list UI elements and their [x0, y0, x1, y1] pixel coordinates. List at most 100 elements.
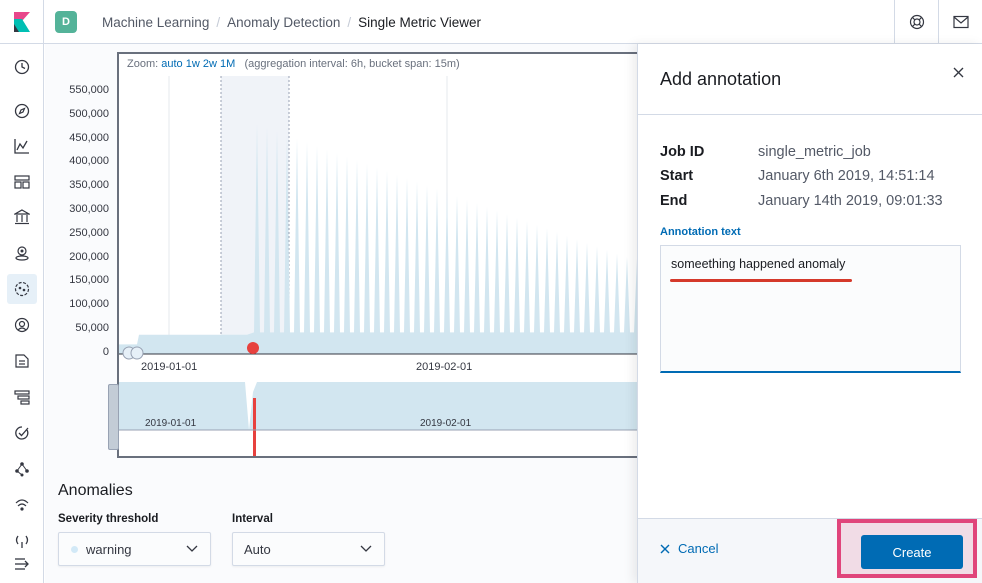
- y-tick-label: 150,000: [69, 274, 109, 287]
- y-tick-label: 400,000: [69, 155, 109, 168]
- zoom-label: Zoom:: [127, 58, 159, 70]
- nav-visualize[interactable]: [7, 131, 37, 161]
- kibana-logo-icon: [13, 11, 30, 32]
- close-icon: [953, 67, 963, 77]
- create-button-highlight: Create: [837, 519, 977, 578]
- focus-area-path: [119, 123, 637, 354]
- breadcrumb-single-metric-viewer: Single Metric Viewer: [358, 14, 481, 30]
- job-id-value: single_metric_job: [758, 144, 871, 160]
- zoom-1m[interactable]: 1M: [219, 58, 236, 70]
- nav-machine-learning[interactable]: [7, 274, 37, 304]
- x-tick-label: 2019-01-01: [141, 361, 197, 373]
- help-menu-button[interactable]: [894, 0, 938, 44]
- nav-dashboard[interactable]: [7, 167, 37, 197]
- kibana-logo[interactable]: [0, 0, 44, 44]
- chevron-down-icon: [186, 545, 198, 552]
- clock-icon: [14, 59, 30, 75]
- y-tick-label: 250,000: [69, 226, 109, 239]
- single-metric-viewer: 550,000 500,000 450,000 400,000 350,000 300,0…: [45, 44, 637, 583]
- nav-logs[interactable]: [7, 346, 37, 376]
- nav-collapse[interactable]: [7, 549, 37, 579]
- red-underline-highlight: [670, 279, 852, 282]
- add-annotation-flyout: Add annotation Job ID single_metric_job …: [637, 44, 982, 583]
- compass-icon: [14, 103, 30, 119]
- nav-graph[interactable]: [7, 454, 37, 484]
- breadcrumb-anomaly-detection[interactable]: Anomaly Detection: [227, 14, 341, 30]
- y-tick-label: 550,000: [69, 84, 109, 96]
- side-nav: [0, 44, 44, 583]
- context-area-path: [119, 382, 637, 430]
- zoom-2w[interactable]: 2w: [202, 58, 217, 70]
- interval-value: Auto: [244, 541, 271, 557]
- chevron-down-icon: [360, 545, 372, 552]
- end-key: End: [660, 193, 688, 209]
- cross-icon: [660, 544, 670, 553]
- severity-threshold-select[interactable]: warning: [58, 532, 211, 566]
- create-button[interactable]: Create: [861, 535, 963, 569]
- severity-value: warning: [86, 541, 132, 557]
- graph-icon: [15, 462, 29, 477]
- interval-label: Interval: [232, 513, 273, 525]
- y-tick-label: 100,000: [69, 298, 109, 311]
- context-brush-handle[interactable]: [108, 384, 119, 450]
- nav-dev-tools[interactable]: [7, 526, 37, 556]
- flyout-divider: [638, 114, 982, 115]
- severity-threshold-label: Severity threshold: [58, 513, 159, 525]
- mail-icon: [952, 15, 969, 29]
- visualize-icon: [14, 139, 29, 154]
- aggregation-info: (aggregation interval: 6h, bucket span: …: [244, 58, 460, 70]
- dev-tools-icon: [15, 535, 29, 548]
- space-selector[interactable]: D: [44, 0, 88, 44]
- apm-icon: [14, 390, 30, 405]
- start-value: January 6th 2019, 14:51:14: [758, 168, 935, 184]
- dashboard-icon: [14, 175, 30, 189]
- breadcrumb-machine-learning[interactable]: Machine Learning: [102, 14, 210, 30]
- nav-metrics[interactable]: [7, 310, 37, 340]
- logs-icon: [15, 354, 29, 368]
- chart-svg: 2019-01-01 2019-02-01 2019-01-01 2019-02…: [119, 76, 637, 456]
- start-key: Start: [660, 168, 694, 184]
- maps-icon: [15, 246, 29, 261]
- anomaly-marker[interactable]: [247, 342, 259, 354]
- help-icon: [909, 14, 924, 30]
- nav-discover[interactable]: [7, 96, 37, 126]
- interval-select[interactable]: Auto: [232, 532, 385, 566]
- uptime-icon: [15, 426, 29, 440]
- nav-uptime[interactable]: [7, 418, 37, 448]
- cancel-button[interactable]: Cancel: [660, 541, 718, 556]
- nav-recent[interactable]: [7, 52, 37, 82]
- canvas-icon: [14, 209, 30, 225]
- machine-learning-icon: [14, 281, 30, 297]
- newsfeed-button[interactable]: [938, 0, 982, 44]
- y-tick-label: 500,000: [69, 107, 109, 120]
- cancel-label: Cancel: [678, 541, 719, 556]
- nav-maps[interactable]: [7, 238, 37, 268]
- breadcrumb-separator: /: [347, 14, 352, 30]
- y-tick-label: 350,000: [69, 179, 109, 192]
- zoom-auto[interactable]: auto: [161, 58, 183, 70]
- y-tick-label: 50,000: [75, 322, 109, 334]
- zoom-1w[interactable]: 1w: [185, 58, 200, 70]
- breadcrumb: Machine Learning / Anomaly Detection / S…: [102, 0, 481, 44]
- context-x-tick: 2019-01-01: [145, 418, 197, 429]
- space-avatar: D: [55, 10, 77, 33]
- severity-dot: [71, 545, 78, 553]
- annotation-marker[interactable]: [130, 346, 144, 360]
- nav-apm[interactable]: [7, 382, 37, 412]
- anomalies-section-title: Anomalies: [58, 482, 133, 499]
- y-tick-label: 300,000: [69, 203, 109, 215]
- annotation-text-input[interactable]: [660, 245, 961, 373]
- collapse-menu-icon: [15, 558, 29, 570]
- breadcrumb-separator: /: [216, 14, 221, 30]
- end-value: January 14th 2019, 09:01:33: [758, 193, 943, 209]
- context-area-series: [119, 382, 637, 430]
- annotation-text-label: Annotation text: [660, 226, 741, 238]
- flyout-close-button[interactable]: [948, 62, 968, 82]
- flyout-footer: Cancel Create: [638, 518, 982, 583]
- zoom-controls: Zoom: auto 1w 2w 1M (aggregation interva…: [127, 58, 460, 70]
- nav-monitoring[interactable]: [7, 490, 37, 520]
- focus-chart-panel: Zoom: auto 1w 2w 1M (aggregation interva…: [117, 52, 637, 458]
- y-tick-label: 0: [102, 345, 109, 358]
- nav-canvas[interactable]: [7, 202, 37, 232]
- top-header: D Machine Learning / Anomaly Detection /…: [0, 0, 982, 44]
